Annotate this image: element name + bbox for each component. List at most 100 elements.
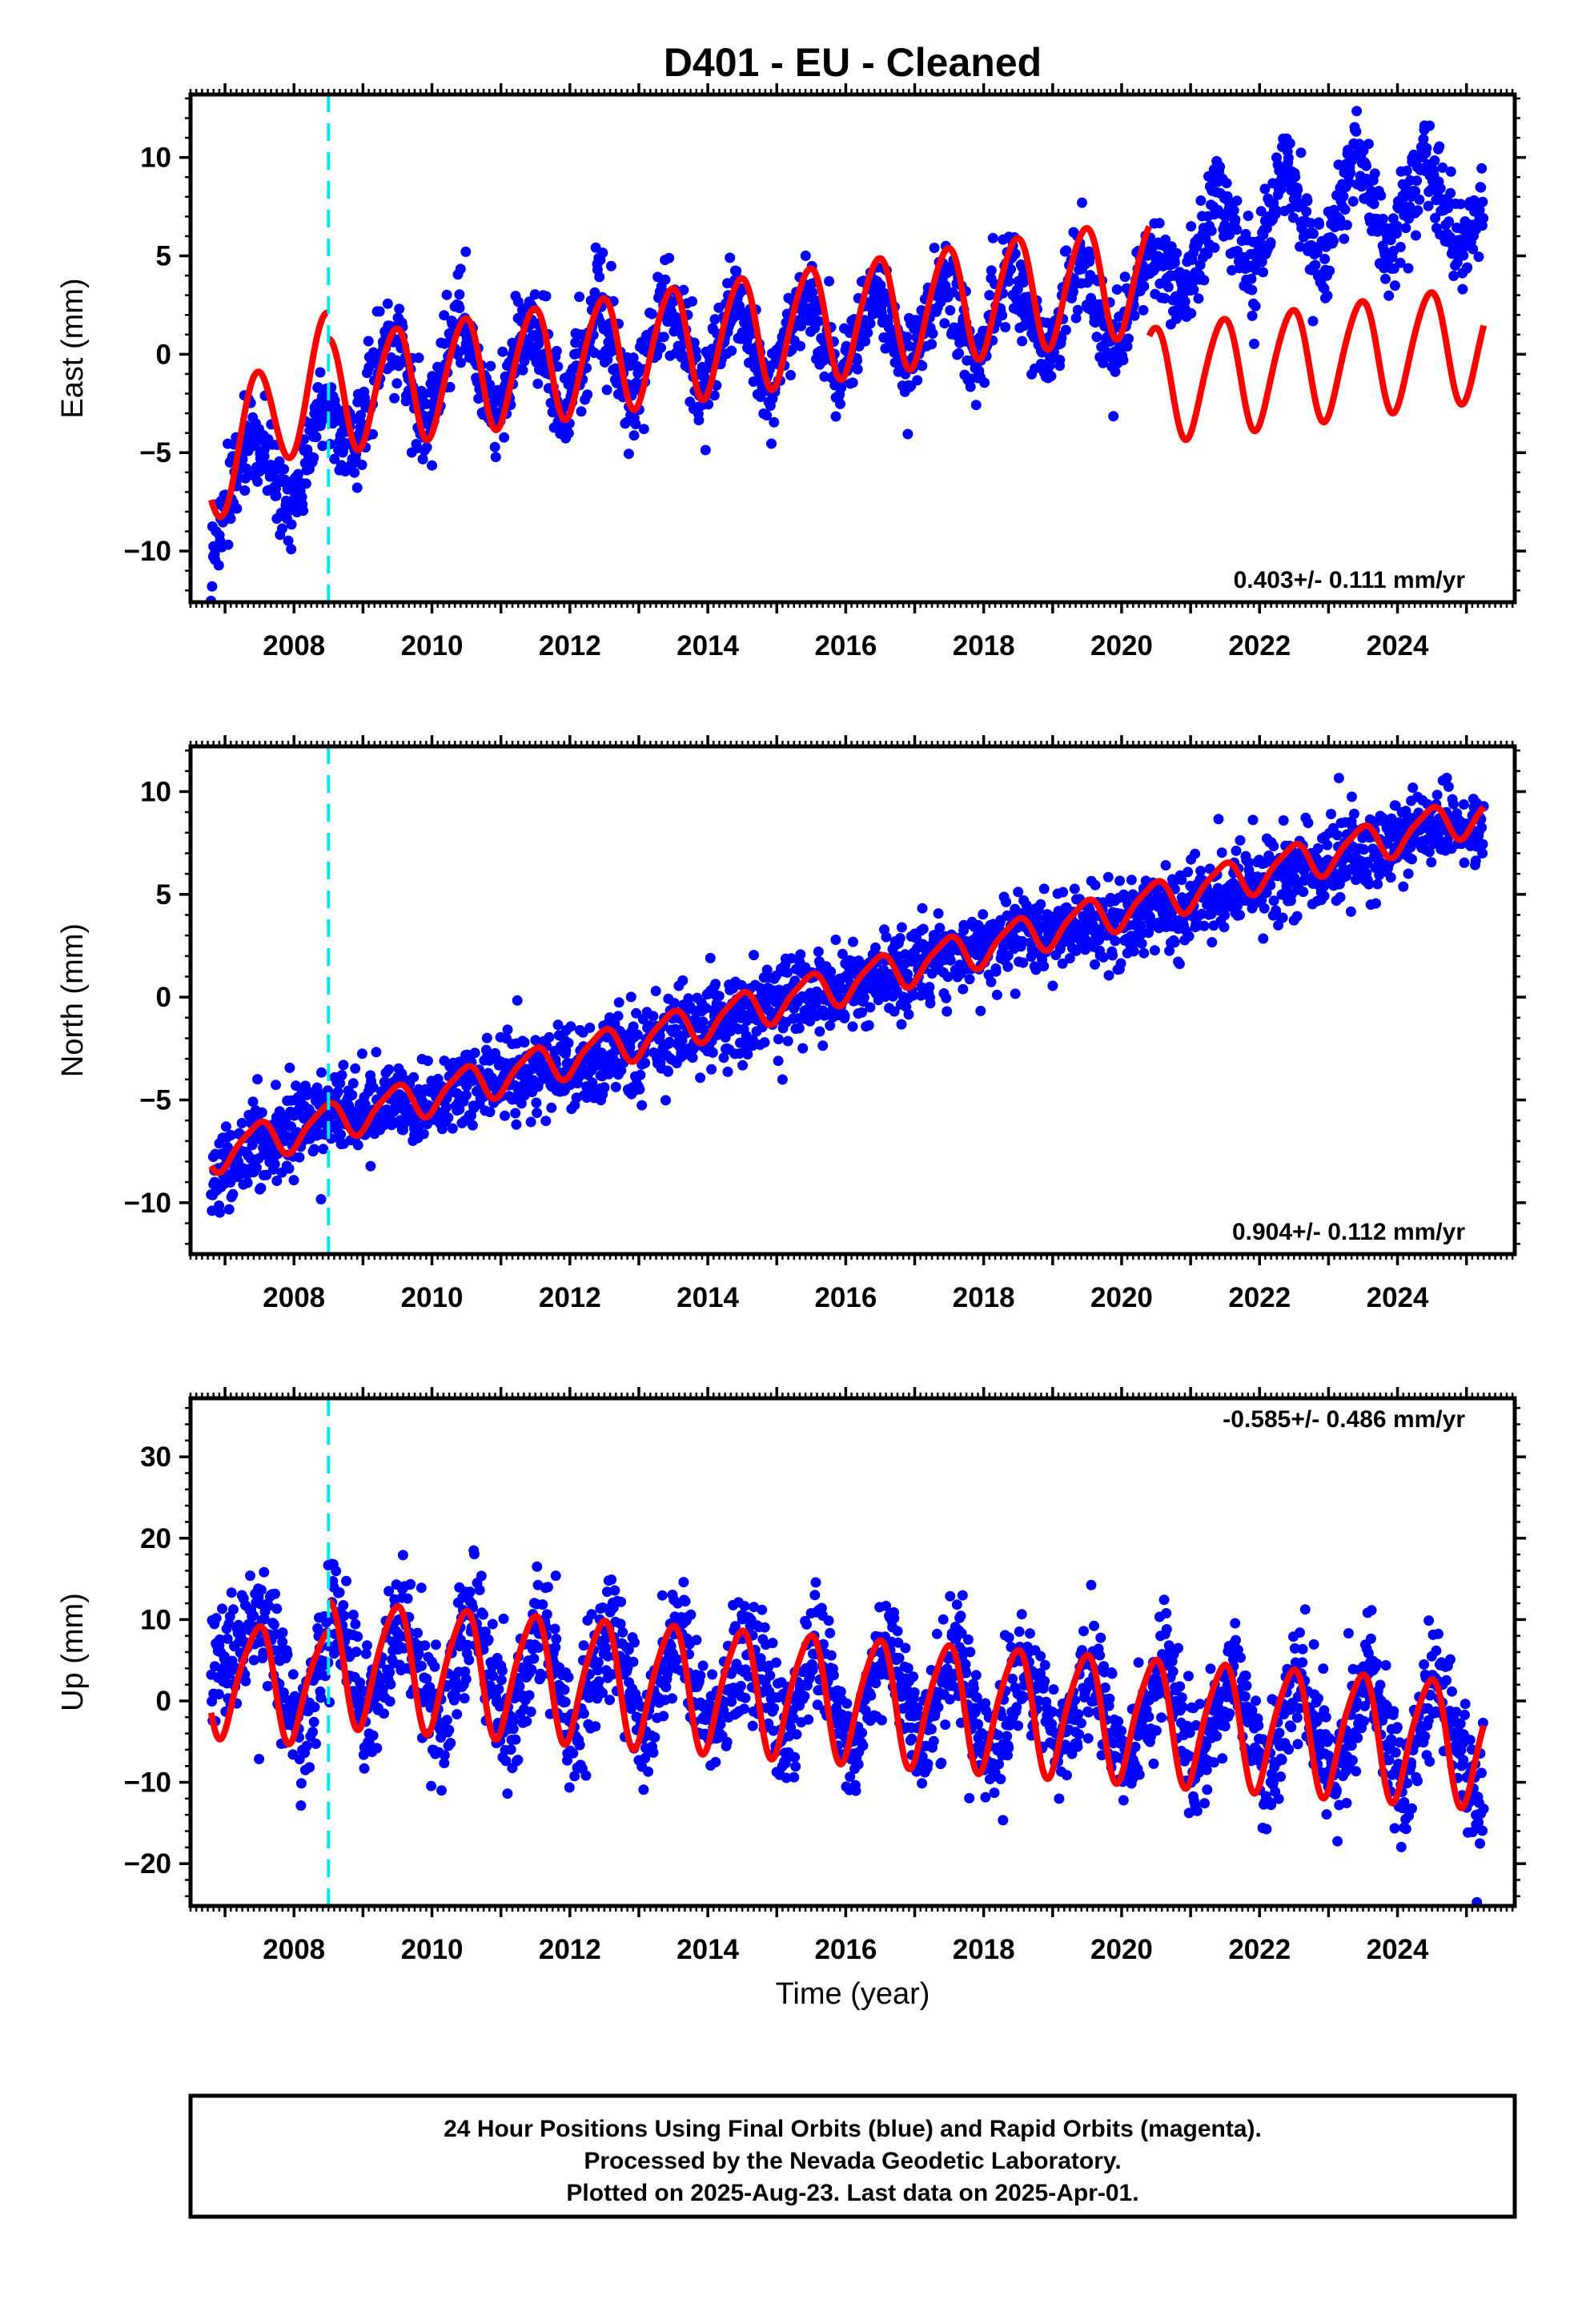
east-data-point: [1060, 324, 1071, 336]
east-data-point: [1231, 195, 1243, 207]
north-data-point: [1303, 818, 1314, 829]
north-data-point: [894, 933, 905, 944]
east-data-point: [589, 287, 600, 298]
east-data-point: [1347, 196, 1359, 207]
north-data-point: [847, 1021, 858, 1032]
east-data-point: [1412, 205, 1423, 216]
east-data-point: [824, 275, 835, 287]
east-data-point: [529, 289, 540, 300]
north-data-point: [1235, 834, 1246, 846]
east-data-point: [912, 375, 923, 386]
north-data-point: [540, 1116, 552, 1127]
east-xtick-label: 2016: [814, 630, 877, 661]
north-data-point: [1477, 848, 1488, 858]
east-data-point: [1169, 257, 1180, 268]
north-data-point: [460, 1090, 472, 1100]
east-data-point: [283, 535, 294, 546]
east-data-point: [271, 490, 282, 501]
north-data-point: [294, 1152, 305, 1163]
east-data-point: [329, 453, 340, 464]
north-data-point: [881, 931, 892, 943]
east-data-point: [349, 467, 360, 478]
east-data-point: [1046, 371, 1057, 382]
north-data-point: [1358, 844, 1369, 855]
east-data-point: [489, 441, 500, 452]
east-data-point: [1186, 308, 1197, 319]
north-data-point: [223, 1204, 235, 1215]
east-data-point: [726, 345, 737, 356]
east-data-point: [1429, 155, 1440, 166]
east-data-point: [852, 364, 863, 375]
north-data-point: [352, 1140, 363, 1151]
east-data-point: [1077, 197, 1087, 208]
north-data-point: [269, 1159, 280, 1170]
north-data-point: [782, 1035, 793, 1047]
east-data-point: [847, 377, 858, 388]
east-xtick-label: 2020: [1090, 630, 1153, 661]
north-data-point: [1219, 922, 1230, 933]
north-data-point: [335, 1129, 347, 1140]
east-data-point: [1339, 233, 1350, 244]
north-data-point: [1331, 830, 1343, 841]
north-data-point: [1326, 809, 1336, 819]
north-data-point: [777, 1074, 788, 1085]
north-data-point: [1098, 951, 1109, 963]
north-data-point: [1216, 847, 1227, 858]
east-data-point: [745, 328, 757, 340]
east-data-point: [1338, 191, 1349, 202]
north-data-point: [870, 942, 881, 953]
east-data-point: [807, 287, 818, 298]
east-data-point: [455, 263, 466, 275]
east-data-point: [755, 392, 766, 402]
north-data-point: [511, 1119, 522, 1130]
east-data-point: [939, 318, 950, 329]
east-xtick-label: 2012: [539, 630, 601, 661]
east-data-point: [970, 400, 982, 411]
east-data-point: [862, 328, 873, 338]
east-xtick-label: 2014: [677, 630, 739, 661]
east-data-point: [1389, 280, 1400, 292]
north-data-point: [1090, 959, 1100, 970]
north-data-point: [1476, 822, 1488, 833]
east-model-fit: [207, 224, 1488, 521]
east-data-point: [658, 332, 669, 343]
north-data-point: [271, 1080, 281, 1091]
east-data-point: [1091, 332, 1102, 343]
north-data-point: [896, 1019, 907, 1030]
north-data-point: [1102, 871, 1114, 883]
east-data-point: [490, 452, 501, 463]
north-data-point: [706, 1063, 717, 1075]
north-data-point: [251, 1162, 262, 1173]
north-data-point: [283, 1163, 295, 1174]
east-data-point: [1391, 220, 1403, 231]
north-data-point: [1199, 920, 1210, 931]
north-data-point: [1426, 857, 1437, 868]
north-data-point: [1174, 959, 1185, 970]
east-data-point: [1411, 175, 1423, 187]
north-plot-area: [206, 772, 1489, 1218]
east-model-segment-2: [1146, 289, 1488, 444]
east-ytick-label: 10: [140, 143, 171, 174]
north-data-point: [640, 1057, 651, 1068]
east-data-point: [1434, 141, 1445, 152]
north-data-point: [1047, 980, 1058, 991]
east-data-point: [1108, 411, 1119, 422]
north-data-point: [941, 992, 952, 1003]
east-data-point: [1341, 219, 1352, 231]
east-ytick-label: 5: [156, 241, 171, 272]
north-data-point: [1038, 883, 1050, 895]
north-data-point: [1035, 899, 1046, 910]
north-data-point: [1291, 911, 1303, 922]
east-data-point: [356, 460, 367, 470]
north-data-point: [1169, 937, 1180, 948]
north-data-point: [813, 946, 824, 957]
east-data-point: [252, 476, 263, 487]
north-data-point: [1114, 875, 1126, 887]
north-data-point: [865, 1002, 876, 1013]
north-data-point: [1335, 891, 1346, 903]
east-ytick-label: 0: [156, 339, 171, 370]
east-data-point: [551, 345, 562, 356]
east-data-point: [1401, 165, 1412, 176]
east-data-point: [927, 328, 938, 339]
east-data-point: [700, 444, 711, 456]
